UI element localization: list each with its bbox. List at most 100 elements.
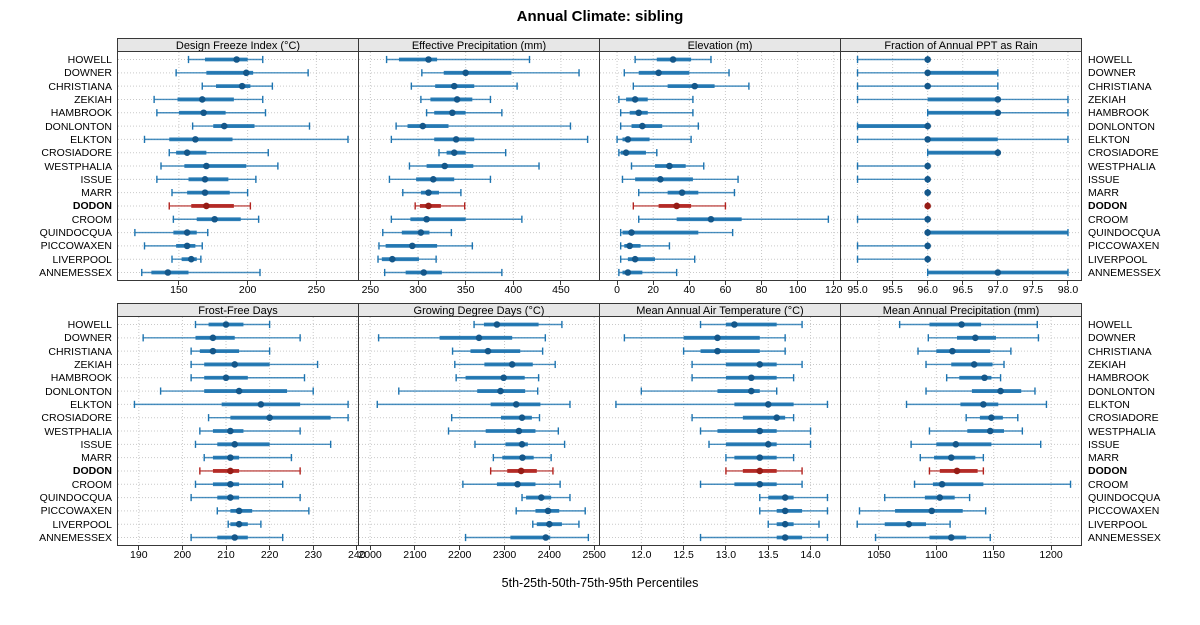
median-dot (781, 534, 789, 541)
panel-growing-degree-days-c: Growing Degree Days (°C) 2000 2100 2200 2300… (358, 303, 606, 561)
site-label-marr: MARR (81, 452, 112, 465)
median-dot (756, 467, 764, 475)
interval-row-liverpool (171, 255, 202, 263)
tick-label: 12.0 (631, 549, 652, 561)
panel-strip-title: Fraction of Annual PPT as Rain (840, 38, 1082, 52)
interval-row-hambrook (926, 109, 1069, 117)
interval-row-christiana (917, 347, 1012, 355)
median-dot (980, 401, 987, 408)
site-label-hambrook: HAMBROOK (1088, 372, 1150, 385)
interval-row-elkton (143, 135, 349, 143)
interval-row-crosiadore (168, 149, 269, 157)
tick-mark (512, 281, 514, 285)
tick-label: 96.5 (952, 284, 973, 296)
tick-mark (652, 281, 654, 285)
tick-label: 200 (238, 284, 257, 296)
interval-row-westphalia (447, 427, 560, 435)
site-label-croom: CROOM (1088, 213, 1129, 226)
site-label-marr: MARR (81, 187, 112, 200)
interval-row-crosiadore (926, 149, 1002, 157)
median-dot (714, 334, 721, 342)
interval-row-elkton (616, 135, 692, 143)
site-label-crosiadore: CROSIADORE (41, 147, 112, 160)
median-dot (227, 480, 234, 488)
panel-mean-annual-precipitation-mm: Mean Annual Precipitation (mm) 1050 1100 11… (840, 303, 1082, 561)
panel-strip-title: Growing Degree Days (°C) (358, 303, 600, 317)
median-dot (970, 361, 978, 368)
site-label-marr: MARR (1088, 187, 1119, 200)
median-dot (409, 242, 416, 250)
median-dot (622, 149, 630, 156)
median-dot (924, 202, 931, 210)
median-dot (994, 269, 1002, 276)
panel-strip-title: Design Freeze Index (°C) (117, 38, 359, 52)
interval-row-downer (623, 69, 730, 77)
site-label-marr: MARR (1088, 452, 1119, 465)
site-label-piccowaxen: PICCOWAXEN (1088, 240, 1160, 253)
tick-mark (247, 281, 249, 285)
panel-strip-title: Frost-Free Days (117, 303, 359, 317)
interval-row-donlonton (159, 387, 314, 395)
interval-row-zekiah (856, 95, 1069, 104)
interval-row-hambrook (945, 374, 1002, 382)
interval-row-hambrook (691, 374, 795, 382)
tick-label: 2100 (403, 549, 427, 561)
x-axis: 1050 1100 1150 1200 (840, 546, 1082, 561)
site-label-dodon: DODON (72, 200, 112, 213)
interval-row-annemessex (464, 533, 590, 542)
site-label-quindocqua: QUINDOCQUA (1088, 227, 1161, 240)
site-label-christiana: CHRISTIANA (1088, 345, 1152, 358)
site-label-christiana: CHRISTIANA (1088, 80, 1152, 93)
chart-title: Annual Climate: sibling (516, 8, 684, 25)
median-dot (518, 441, 526, 448)
interval-row-zekiah (925, 360, 1005, 369)
site-label-piccowaxen: PICCOWAXEN (1088, 505, 1160, 518)
median-dot (905, 520, 913, 528)
tick-mark (504, 546, 506, 550)
interval-row-dodon (414, 202, 466, 210)
median-dot (183, 242, 191, 250)
tick-mark (810, 546, 812, 550)
site-label-downer: DOWNER (64, 67, 112, 80)
x-axis: 250 300 350 400 450 (358, 281, 600, 296)
tick-label: 12.5 (673, 549, 694, 561)
interval-row-donlonton (398, 387, 539, 395)
x-axis: 150 200 250 (117, 281, 359, 296)
median-dot (731, 321, 738, 328)
interval-row-croom (856, 215, 931, 223)
tick-label: 2200 (448, 549, 472, 561)
tick-label: 40 (683, 284, 696, 296)
interval-row-howell (187, 55, 264, 64)
interval-row-annemessex (190, 533, 284, 542)
tick-mark (548, 546, 550, 550)
median-dot (517, 467, 525, 475)
interval-row-hambrook (425, 109, 503, 117)
site-label-zekiah: ZEKIAH (74, 93, 112, 106)
tick-mark (725, 546, 727, 550)
panel-bands: HOWELL DOWNER CHRISTIANA ZEKIAH HAMBROOK DONL… (0, 38, 1200, 561)
median-dot (242, 69, 250, 77)
interval-row-marr (492, 454, 552, 462)
site-label-crosiadore: CROSIADORE (1088, 147, 1159, 160)
median-dot (631, 96, 639, 103)
tick-mark (315, 281, 317, 285)
median-dot (235, 507, 243, 515)
site-label-dodon: DODON (1088, 200, 1128, 213)
site-label-christiana: CHRISTIANA (48, 345, 112, 358)
median-dot (657, 176, 664, 183)
interval-row-dodon (924, 202, 931, 210)
interval-row-howell (856, 55, 931, 64)
x-axis: 190 200 210 220 230 240 (117, 546, 366, 561)
median-dot (500, 374, 507, 382)
panel-plot-area (358, 316, 600, 546)
interval-row-zekiah (454, 360, 556, 369)
interval-row-downer (927, 334, 1040, 342)
median-dot (519, 454, 526, 461)
median-dot (203, 202, 210, 210)
interval-row-westphalia (630, 162, 705, 170)
tick-label: 13.0 (715, 549, 737, 561)
interval-row-croom (172, 215, 260, 223)
tick-mark (269, 546, 271, 550)
tick-label: 150 (170, 284, 188, 296)
